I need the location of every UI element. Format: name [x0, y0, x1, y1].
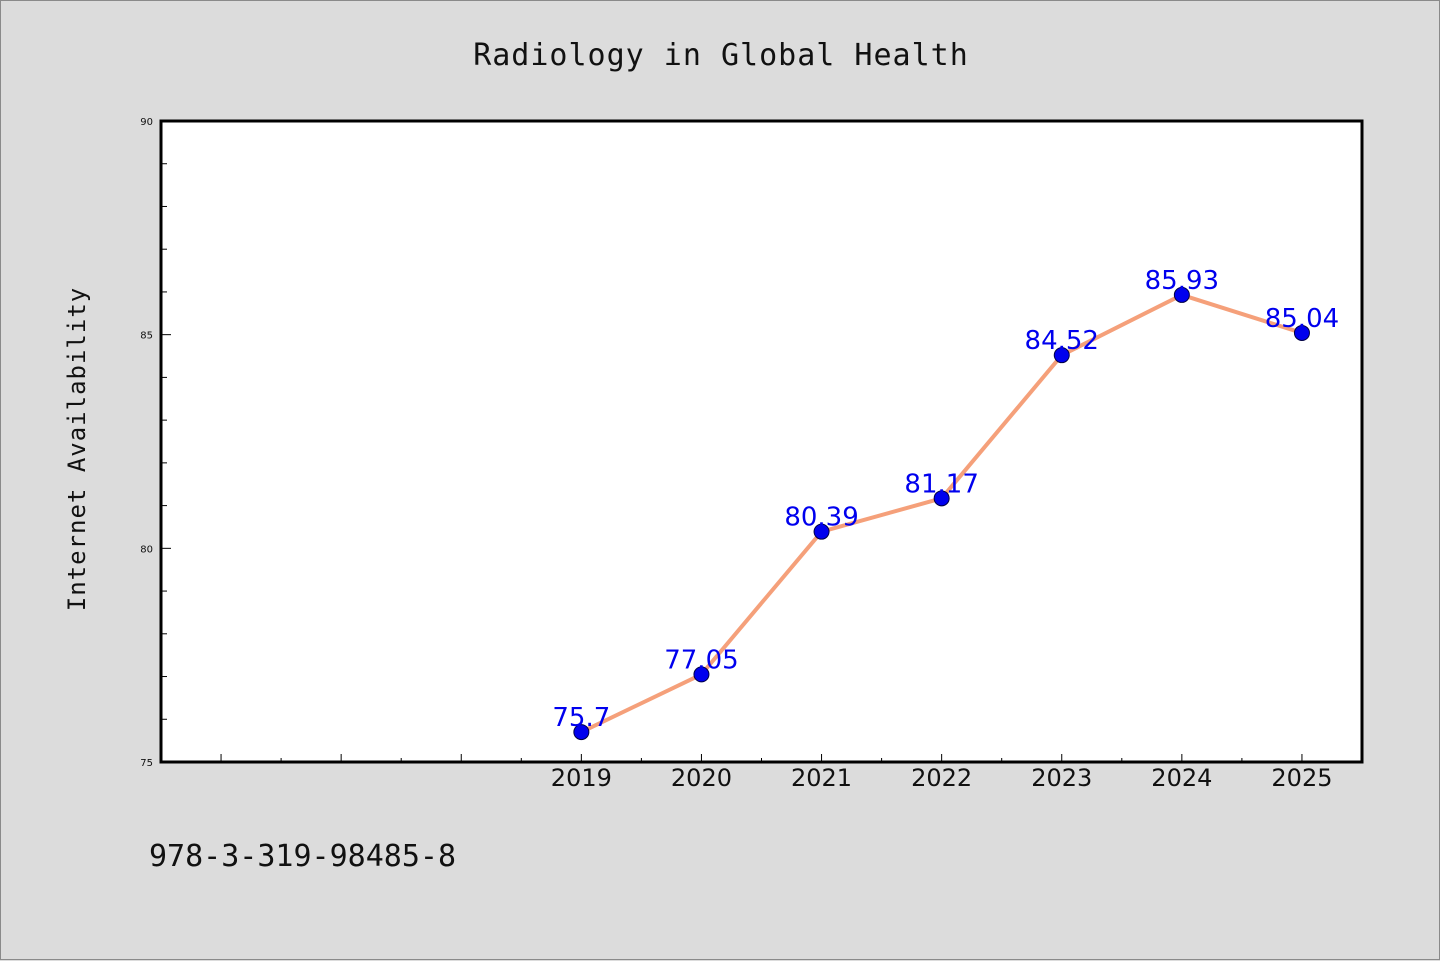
x-tick-label: 2022: [911, 764, 972, 792]
data-label: 84.52: [1025, 326, 1099, 356]
chart-title: Radiology in Global Health: [473, 38, 969, 73]
data-label: 80.39: [784, 503, 858, 533]
data-point: [933, 490, 950, 507]
series-line-group: [573, 286, 1310, 741]
x-tick-label: 2023: [1031, 764, 1092, 792]
data-point: [573, 724, 590, 741]
x-tick-label: 2019: [551, 764, 612, 792]
data-point: [693, 666, 710, 683]
y-tick-label: 75: [140, 758, 153, 769]
y-axis-label: Internet Availability: [63, 287, 91, 611]
data-point: [813, 523, 830, 540]
data-point: [1053, 347, 1070, 364]
x-tick-label: 2025: [1271, 764, 1332, 792]
y-axis-ticks: 75 80 85 90: [140, 117, 171, 769]
x-axis-ticks: 2019 2020 2021 2022 2023 2024 2025: [160, 754, 1363, 792]
x-tick-label: 2021: [791, 764, 852, 792]
data-label: 75.7: [552, 703, 610, 733]
data-point: [1173, 286, 1190, 303]
plot-area: [159, 119, 1364, 764]
data-label: 81.17: [904, 469, 978, 499]
data-point: [1293, 324, 1310, 341]
data-label: 77.05: [664, 645, 738, 675]
footer-isbn: 978-3-319-98485-8: [149, 839, 456, 874]
data-label: 85.04: [1265, 304, 1339, 334]
y-tick-label: 85: [140, 331, 153, 342]
x-tick-label: 2024: [1151, 764, 1212, 792]
y-tick-label: 90: [140, 117, 153, 128]
y-tick-label: 80: [140, 544, 153, 555]
data-labels-group: 75.7 77.05 80.39 81.17 84.52 85.93 85.04: [552, 266, 1339, 733]
x-tick-label: 2020: [671, 764, 732, 792]
data-label: 85.93: [1145, 266, 1219, 296]
